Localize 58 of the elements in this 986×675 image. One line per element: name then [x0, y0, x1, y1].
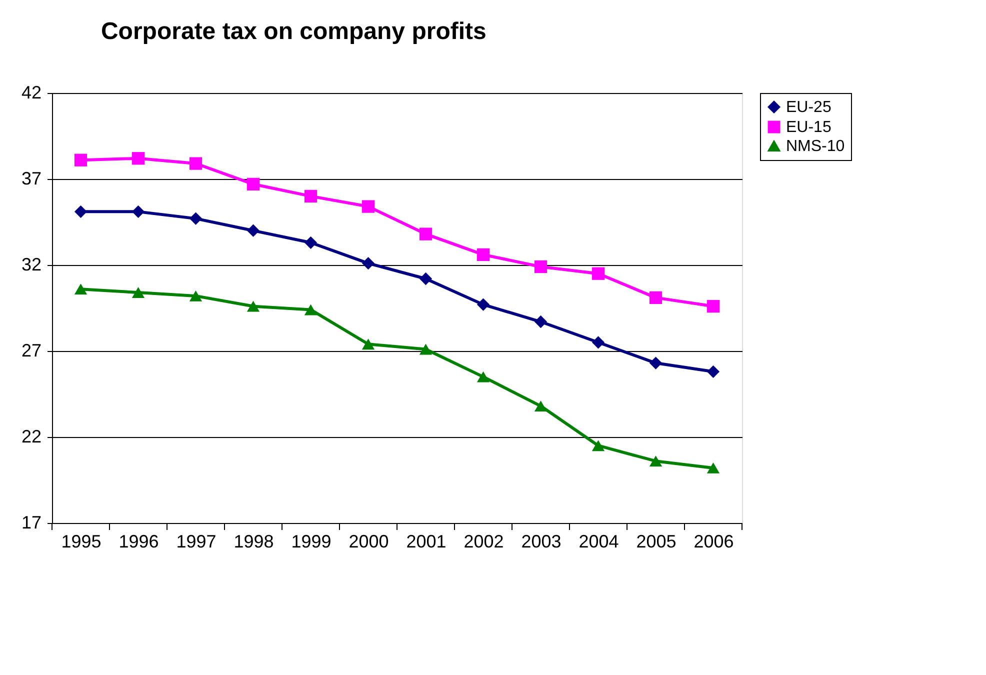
point	[304, 236, 318, 249]
x-tick-label: 2004	[578, 532, 619, 552]
point	[649, 356, 662, 370]
x-tick-label: 2002	[464, 532, 504, 552]
point	[592, 267, 605, 280]
point	[419, 344, 432, 355]
point	[74, 154, 88, 166]
point	[304, 190, 318, 203]
point	[74, 205, 88, 218]
point	[362, 338, 375, 350]
point	[419, 228, 432, 240]
point	[246, 224, 260, 237]
y-tick-label: 32	[21, 254, 42, 274]
point	[476, 371, 490, 382]
point	[592, 336, 605, 349]
point	[189, 157, 202, 170]
y-tick-label: 37	[21, 168, 42, 188]
point	[362, 200, 375, 213]
x-tick-label: 2001	[406, 532, 446, 552]
x-tick-label: 2006	[694, 532, 734, 552]
y-tick-label: 42	[21, 82, 42, 102]
point	[706, 462, 720, 474]
legend-label: NMS-10	[786, 138, 845, 155]
point	[649, 456, 662, 467]
point	[132, 205, 145, 218]
y-tick-label: 17	[21, 512, 42, 532]
x-tick-label: 2005	[636, 532, 676, 552]
x-tick-label: 1996	[118, 532, 159, 552]
point	[476, 298, 490, 311]
x-tick-label: 1997	[176, 532, 216, 552]
point	[649, 291, 662, 304]
x-tick-label: 1999	[291, 532, 332, 552]
point	[246, 300, 260, 312]
y-tick-label: 27	[21, 340, 42, 360]
point	[592, 440, 605, 452]
point	[189, 212, 202, 225]
point	[246, 178, 260, 190]
point	[304, 304, 318, 316]
x-tick-label: 2000	[348, 532, 389, 552]
point	[706, 365, 720, 378]
point	[132, 287, 145, 298]
legend-label: EU-25	[786, 99, 832, 116]
point	[419, 272, 432, 286]
point	[534, 400, 548, 412]
point	[362, 256, 375, 270]
point	[74, 284, 88, 295]
x-tick-label: 1995	[61, 532, 102, 552]
y-tick-label: 22	[21, 426, 42, 446]
point	[476, 248, 490, 262]
point	[132, 152, 145, 165]
point	[534, 315, 548, 328]
x-tick-label: 1998	[234, 532, 274, 552]
point	[706, 300, 720, 313]
legend-label: EU-15	[786, 119, 832, 136]
chart-title: Corporate tax on company profits	[100, 18, 486, 45]
point	[189, 290, 202, 302]
point	[534, 260, 548, 274]
x-tick-label: 2003	[521, 532, 562, 552]
